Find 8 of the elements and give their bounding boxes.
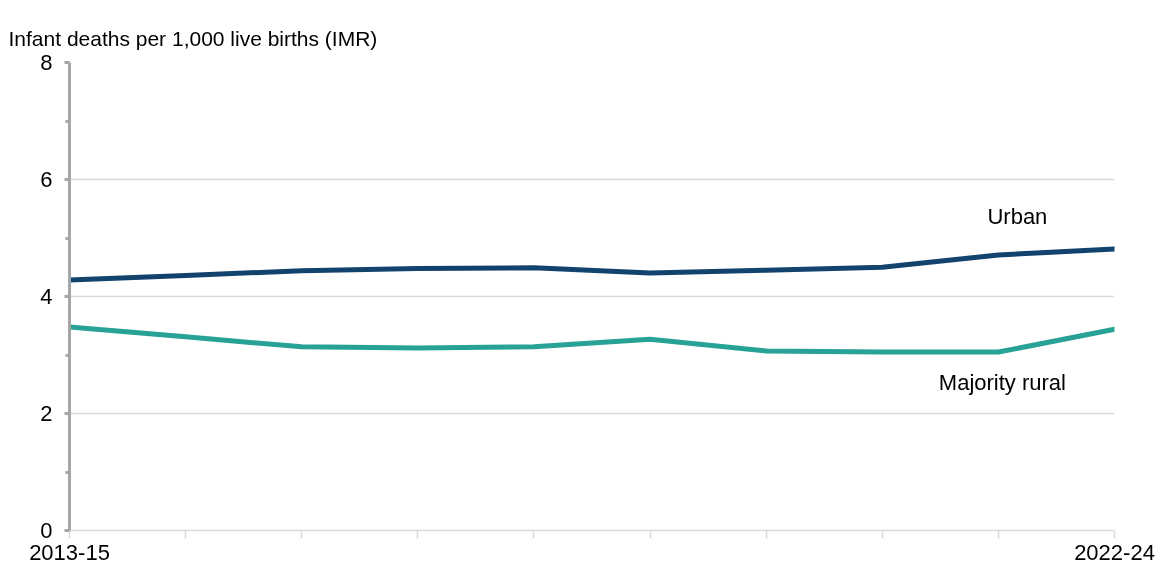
y-tick-label: 8 (40, 50, 53, 75)
series-label: Urban (987, 204, 1048, 230)
y-tick-label: 6 (40, 167, 53, 192)
y-tick-label: 2 (40, 401, 53, 426)
y-axis-title: Infant deaths per 1,000 live births (IMR) (8, 26, 378, 50)
y-tick-label: 4 (40, 284, 53, 309)
x-tick-label: 2022-24 (1074, 539, 1155, 565)
series-label: Majority rural (938, 369, 1066, 395)
